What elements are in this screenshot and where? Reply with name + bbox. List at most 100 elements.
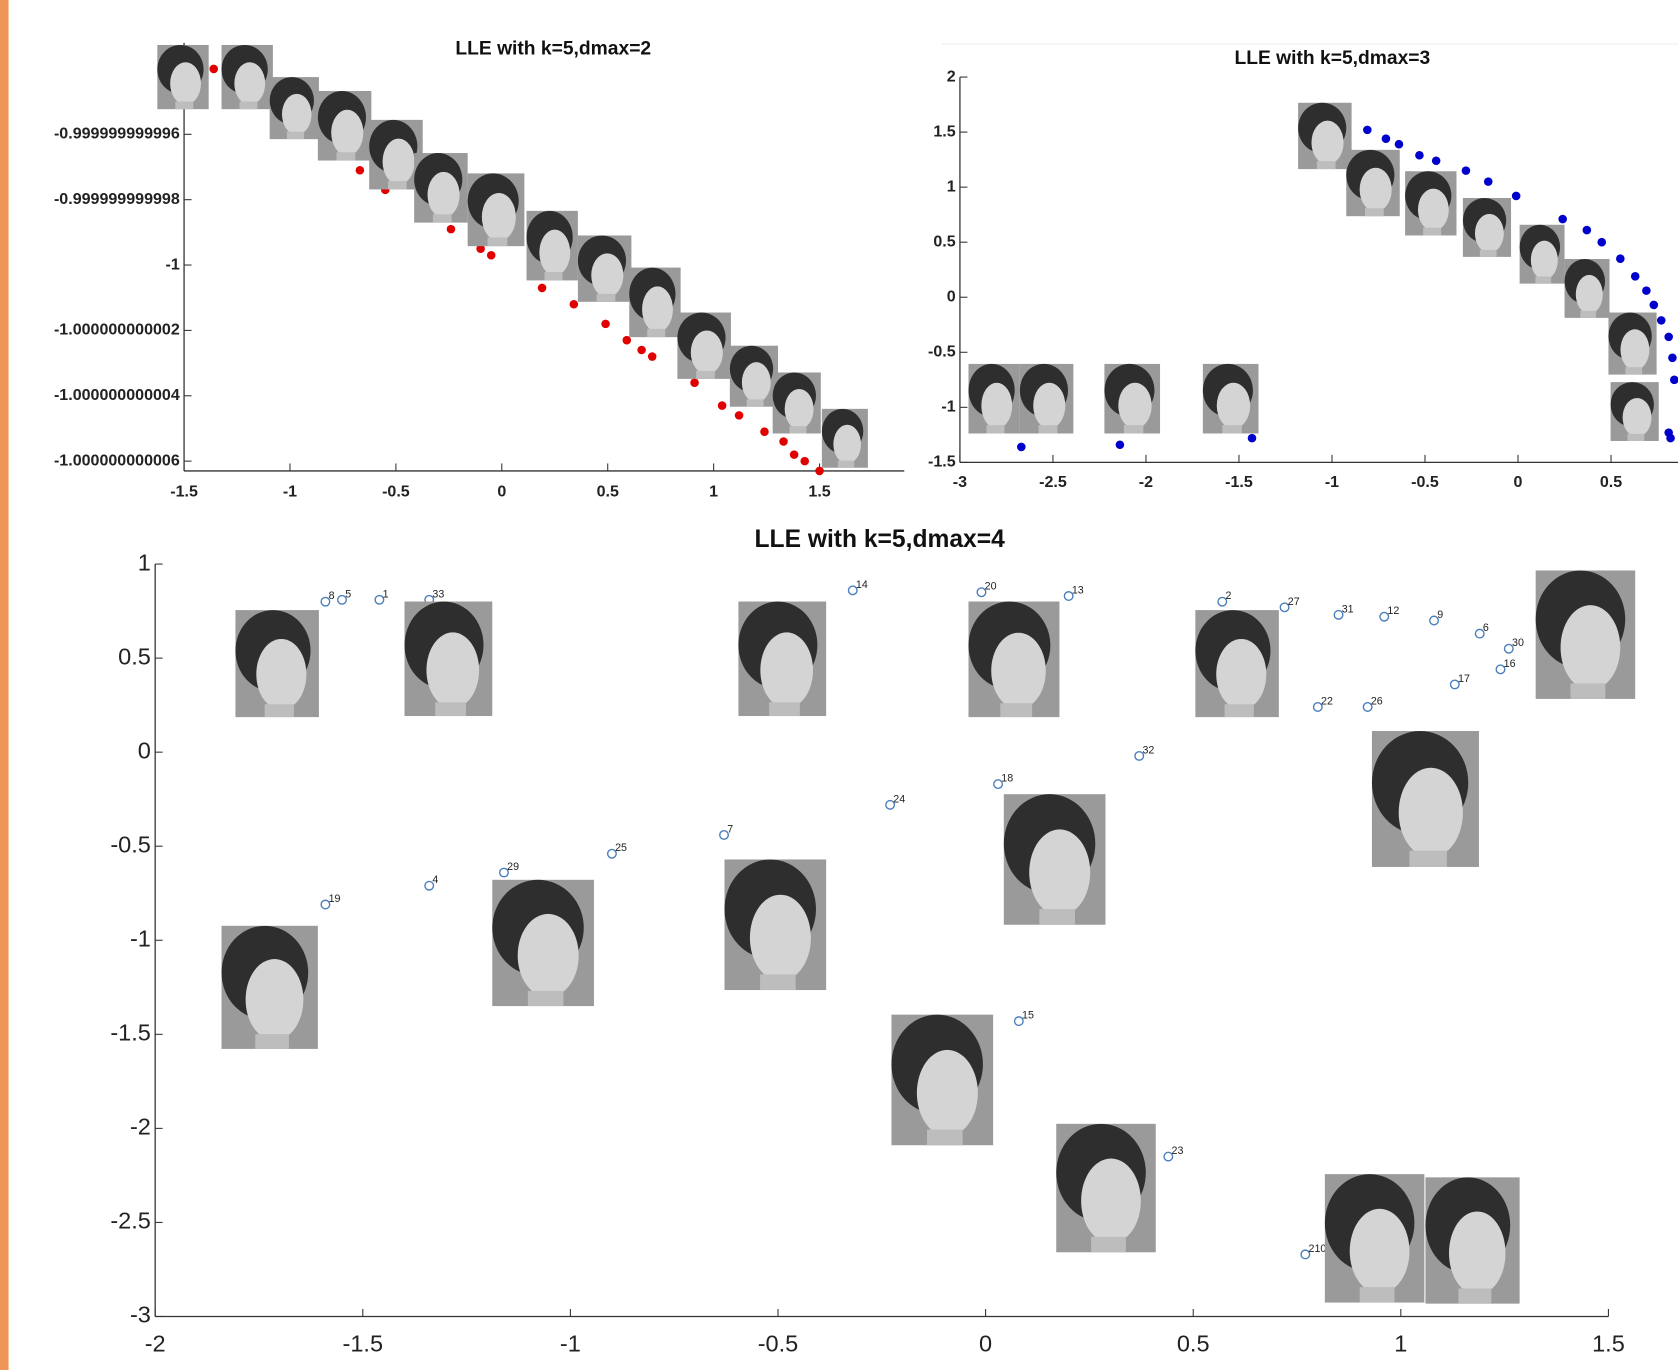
figure: -0.999999999996-0.999999999998-1-1.00000…: [0, 0, 1678, 1370]
face-neck: [1039, 909, 1075, 925]
x-tick-label: 0.5: [1177, 1331, 1210, 1357]
data-point: [1382, 134, 1391, 143]
face-skin: [1418, 189, 1449, 231]
data-point: [570, 300, 579, 309]
face-neck: [769, 702, 800, 716]
point-label: 4: [432, 874, 438, 886]
data-point: [1666, 434, 1675, 443]
point-label: 33: [432, 588, 444, 600]
face-neck: [790, 426, 807, 433]
face-neck: [647, 329, 665, 337]
face-neck: [433, 214, 452, 222]
point-label: 6: [1483, 622, 1489, 634]
y-tick-label: -0.999999999998: [54, 190, 180, 208]
point-label: 32: [1142, 744, 1154, 756]
data-point: [637, 346, 646, 355]
point-label: 13: [1072, 585, 1084, 597]
face-skin: [1475, 214, 1504, 253]
face-skin: [981, 383, 1012, 429]
face-neck: [255, 1034, 289, 1049]
face-skin: [1576, 275, 1603, 314]
y-tick-label: -2.5: [110, 1208, 151, 1234]
face-skin: [1311, 121, 1343, 165]
face-neck: [1625, 367, 1642, 374]
data-point: [356, 166, 365, 175]
data-point: [1415, 151, 1424, 160]
point-label: 1: [383, 588, 389, 600]
point-label: 31: [1342, 603, 1354, 615]
x-tick-label: -3: [953, 473, 967, 491]
face-neck: [1409, 851, 1446, 867]
x-tick-label: -2: [1139, 473, 1153, 491]
x-tick-label: -1: [1325, 473, 1339, 491]
face-skin: [1531, 241, 1558, 280]
face-neck: [1317, 161, 1336, 169]
face-neck: [1091, 1237, 1126, 1252]
face-skin: [1620, 329, 1649, 370]
x-tick-label: 1: [1394, 1331, 1407, 1357]
x-tick-label: 0: [497, 483, 506, 501]
y-tick-label: 1: [947, 177, 956, 195]
point-label: 20: [985, 581, 997, 593]
data-point: [790, 450, 799, 459]
face-neck: [337, 152, 356, 160]
data-point: [601, 320, 610, 329]
face-skin: [785, 389, 814, 429]
x-tick-label: -1: [560, 1331, 581, 1357]
point-label: 29: [507, 861, 519, 873]
x-tick-label: -2: [145, 1331, 166, 1357]
y-tick-label: 0.5: [933, 232, 955, 250]
x-tick-label: -0.5: [1411, 473, 1439, 491]
data-point: [1583, 226, 1592, 235]
face-skin: [539, 230, 570, 276]
face-neck: [1535, 277, 1551, 284]
face-skin: [1029, 829, 1090, 915]
y-tick-label: -1.5: [110, 1020, 151, 1046]
data-point: [1642, 286, 1651, 295]
face-skin: [691, 330, 723, 374]
data-point: [718, 401, 727, 410]
point-label: 23: [1172, 1145, 1184, 1157]
data-point: [779, 437, 788, 446]
point-label: 24: [893, 793, 905, 805]
y-tick-label: 0: [138, 737, 151, 763]
data-point: [1462, 166, 1471, 175]
data-point: [1657, 316, 1666, 325]
data-point: [800, 457, 809, 466]
chart-title: LLE with k=5,dmax=3: [1234, 48, 1430, 69]
data-point: [209, 65, 218, 74]
face-skin: [1081, 1159, 1141, 1244]
face-neck: [1571, 684, 1606, 699]
data-point: [487, 251, 496, 260]
data-point: [1668, 354, 1677, 363]
x-tick-label: 1: [709, 483, 718, 501]
data-point: [1116, 440, 1125, 449]
data-point: [760, 427, 769, 436]
y-tick-label: -3: [130, 1302, 151, 1328]
face-skin: [518, 914, 579, 997]
face-skin: [383, 139, 415, 185]
face-neck: [747, 399, 764, 406]
face-neck: [544, 272, 562, 280]
data-point: [1670, 376, 1678, 385]
face-neck: [597, 294, 616, 302]
y-tick-label: -1.000000000002: [54, 321, 180, 339]
face-neck: [1580, 311, 1596, 318]
x-tick-label: -1: [283, 483, 297, 501]
face-neck: [1000, 703, 1032, 717]
point-label: 30: [1512, 637, 1524, 649]
face-neck: [488, 237, 508, 246]
face-neck: [1627, 434, 1644, 441]
face-skin: [1118, 383, 1151, 429]
face-neck: [1222, 425, 1241, 433]
y-tick-label: -1.5: [928, 453, 956, 471]
point-label: 8: [329, 590, 335, 602]
side-bar: [0, 0, 9, 1370]
point-label: 26: [1371, 695, 1383, 707]
point-label: 27: [1288, 596, 1300, 608]
y-tick-label: -1: [130, 925, 151, 951]
face-skin: [642, 286, 673, 332]
face-skin: [591, 253, 623, 297]
face-neck: [240, 101, 258, 109]
y-tick-label: -1: [166, 255, 180, 273]
